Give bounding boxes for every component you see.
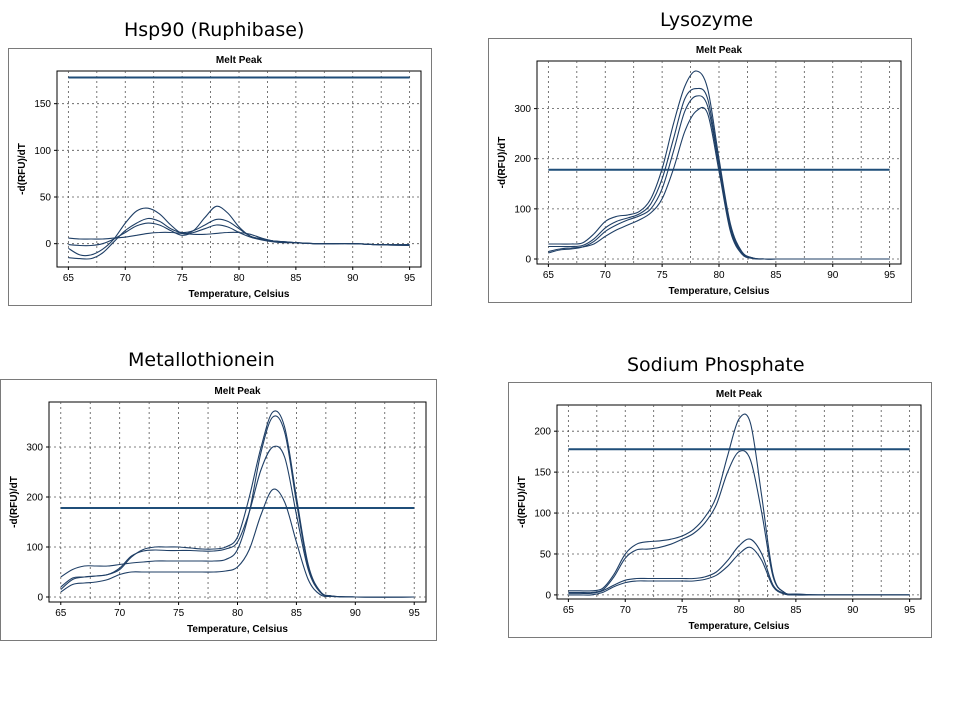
x-tick-label: 80	[713, 270, 725, 281]
x-tick-label: 65	[55, 608, 67, 619]
y-tick-label: 100	[34, 146, 51, 157]
x-tick-label: 85	[790, 605, 802, 616]
panel-title-lysozyme: Lysozyme	[660, 9, 754, 31]
panel-title-sodium-phosphate: Sodium Phosphate	[627, 354, 805, 376]
x-tick-label: 90	[827, 270, 839, 281]
plot-area	[556, 404, 922, 600]
y-tick-label: 150	[34, 99, 51, 110]
y-tick-label: 100	[514, 204, 531, 215]
x-tick-label: 75	[173, 608, 185, 619]
y-axis-label: -d(RFU)/dT	[497, 137, 508, 189]
y-tick-label: 200	[26, 493, 43, 504]
x-tick-label: 95	[904, 605, 916, 616]
y-axis-label: -d(RFU)/dT	[17, 143, 28, 195]
y-tick-label: 0	[545, 590, 551, 601]
chart-sodium-phosphate: Melt Peak 65 70 75 80 85 90 95 0 50 100 150 200 Tempe…	[508, 382, 932, 638]
x-tick-label: 75	[677, 605, 689, 616]
chart-title: Melt Peak	[214, 386, 261, 397]
x-tick-label: 95	[884, 270, 896, 281]
x-tick-label: 90	[347, 273, 359, 284]
y-tick-label: 0	[37, 593, 43, 604]
y-tick-label: 200	[514, 154, 531, 165]
x-tick-label: 80	[733, 605, 745, 616]
chart-metallothionein: Melt Peak 65 70 75 80 85 90 95 0 100 200 300 Tempera…	[0, 379, 437, 641]
x-tick-label: 85	[770, 270, 782, 281]
series-group	[60, 410, 415, 598]
y-tick-label: 300	[514, 104, 531, 115]
x-tick-label: 65	[63, 273, 75, 284]
series-group	[568, 413, 910, 596]
y-tick-label: 50	[40, 193, 52, 204]
chart-hsp90: Melt Peak 65 70 75 80 85 90 95 0 50 100 150 Temperat…	[8, 48, 432, 306]
y-axis-label: -d(RFU)/dT	[517, 476, 528, 528]
x-tick-label: 90	[847, 605, 859, 616]
x-tick-label: 70	[620, 605, 632, 616]
chart-lysozyme: Melt Peak 65 70 75 80 85 90 95 0 100 200 300 Tempera…	[488, 38, 912, 303]
series-line-2	[568, 450, 910, 596]
x-tick-label: 70	[120, 273, 132, 284]
series-line-3	[60, 445, 415, 598]
x-tick-label: 95	[404, 273, 416, 284]
chart-title: Melt Peak	[216, 55, 263, 66]
series-line-4	[568, 546, 910, 596]
series-group	[68, 205, 410, 260]
x-axis-label: Temperature, Celsius	[189, 289, 290, 300]
series-line-4	[68, 222, 410, 247]
y-tick-label: 100	[26, 543, 43, 554]
y-tick-label: 300	[26, 443, 43, 454]
x-tick-label: 70	[600, 270, 612, 281]
x-tick-label: 95	[409, 608, 421, 619]
x-tick-label: 75	[177, 273, 189, 284]
chart-title: Melt Peak	[716, 389, 763, 400]
y-tick-label: 100	[534, 509, 551, 520]
x-tick-label: 80	[233, 273, 245, 284]
series-group	[548, 70, 890, 260]
panel-title-metallothionein: Metallothionein	[128, 349, 275, 371]
y-tick-label: 50	[540, 549, 552, 560]
chart-title: Melt Peak	[696, 45, 743, 56]
y-tick-label: 0	[525, 254, 531, 265]
x-tick-label: 90	[350, 608, 362, 619]
x-axis-label: Temperature, Celsius	[669, 286, 770, 297]
series-line-4	[548, 106, 890, 260]
x-tick-label: 80	[232, 608, 244, 619]
x-tick-label: 70	[114, 608, 126, 619]
x-tick-label: 65	[543, 270, 555, 281]
y-tick-label: 150	[534, 468, 551, 479]
panel-title-hsp90: Hsp90 (Ruphibase)	[124, 19, 305, 41]
x-tick-label: 85	[291, 608, 303, 619]
chart-svg: Melt Peak 65 70 75 80 85 90 95 0 50 100 150 Temperat…	[17, 55, 422, 300]
x-tick-label: 75	[657, 270, 669, 281]
chart-svg: Melt Peak 65 70 75 80 85 90 95 0 100 200 300 Tempera…	[9, 386, 427, 635]
x-axis-label: Temperature, Celsius	[187, 624, 288, 635]
series-line-1	[60, 415, 415, 598]
y-tick-label: 200	[534, 427, 551, 438]
x-tick-label: 85	[290, 273, 302, 284]
y-axis-label: -d(RFU)/dT	[9, 476, 20, 528]
series-line-4	[60, 488, 415, 598]
x-tick-label: 65	[563, 605, 575, 616]
chart-svg: Melt Peak 65 70 75 80 85 90 95 0 50 100 150 200 Tempe…	[517, 389, 922, 632]
x-axis-label: Temperature, Celsius	[689, 621, 790, 632]
y-tick-label: 0	[45, 239, 51, 250]
chart-svg: Melt Peak 65 70 75 80 85 90 95 0 100 200 300 Tempera…	[497, 45, 902, 297]
